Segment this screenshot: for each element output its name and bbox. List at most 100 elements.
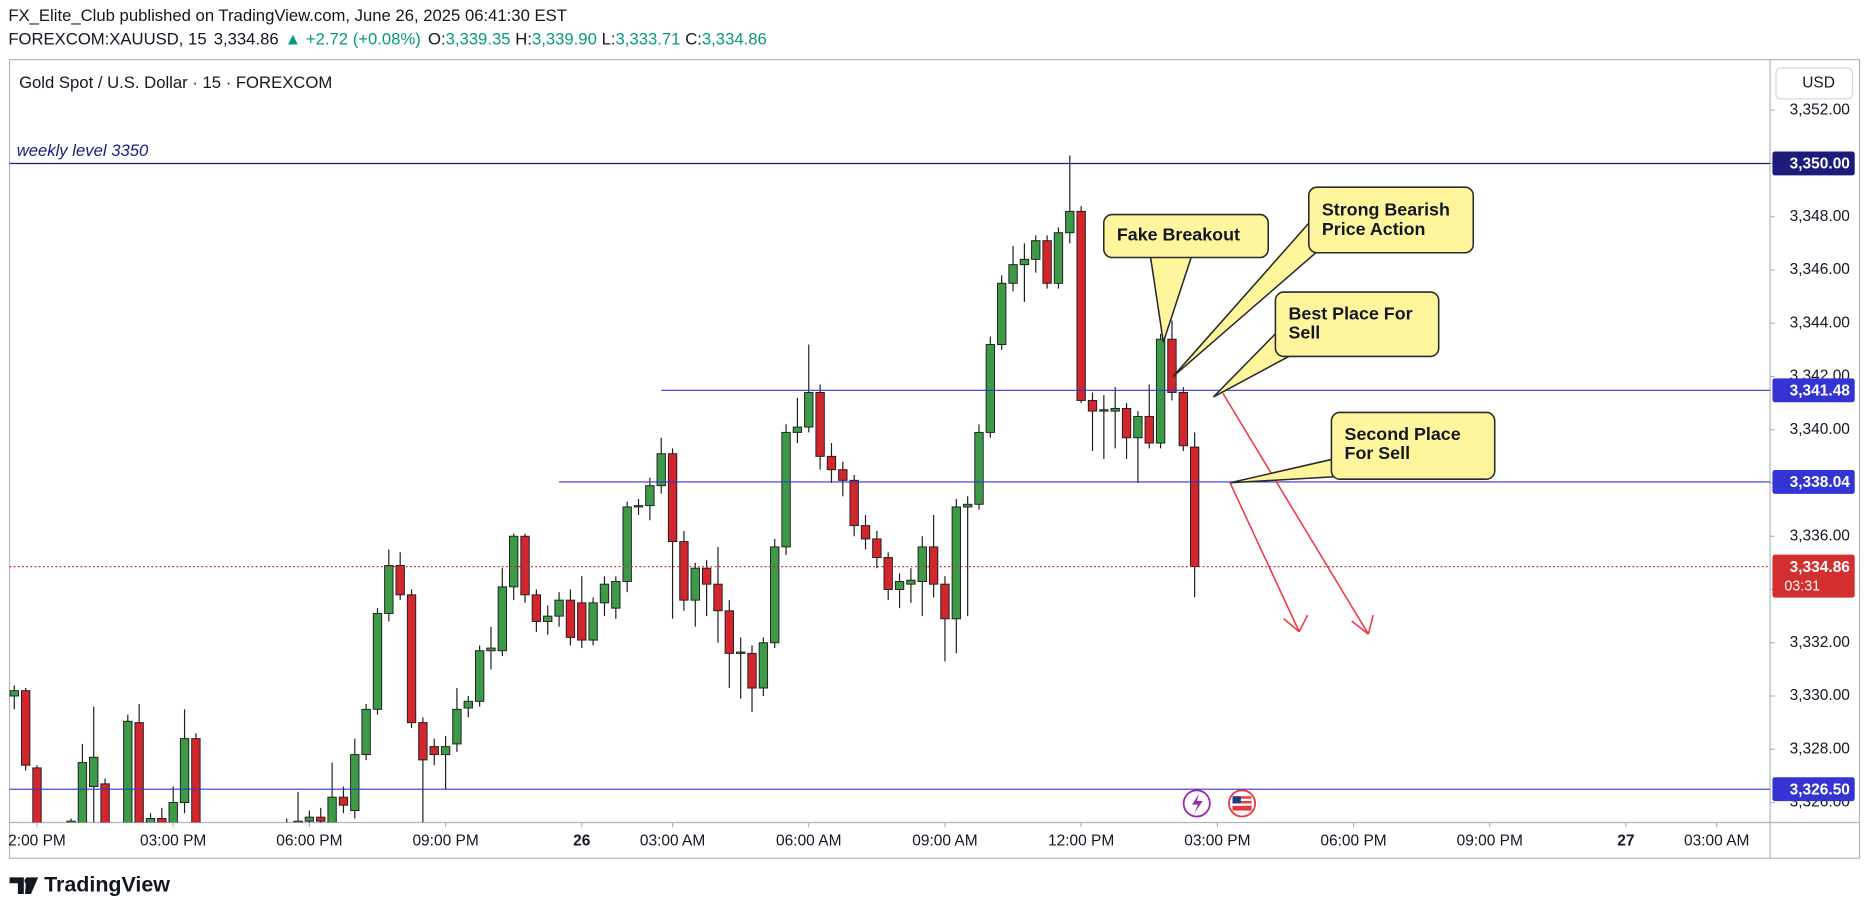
candle-body <box>985 344 996 433</box>
candle-body <box>611 581 621 609</box>
x-tick-label: 03:00 AM <box>640 833 705 850</box>
level-name: weekly level 3350 <box>17 141 149 160</box>
candle-body <box>1019 258 1030 266</box>
publish-info: FX_Elite_Club published on TradingView.c… <box>8 6 567 25</box>
candle-body <box>372 612 383 710</box>
ohlc-value: 3,339.35 <box>446 30 511 49</box>
callout-box <box>1330 411 1496 480</box>
candle-body <box>1144 415 1154 444</box>
candle-body <box>418 722 428 761</box>
candle-body <box>1167 338 1177 393</box>
callout-text: Sell <box>1289 322 1321 342</box>
candle-body <box>1189 446 1200 568</box>
chart-frame <box>8 59 1861 859</box>
arrow <box>1229 482 1309 633</box>
change: +2.72 (+0.08%) <box>306 30 421 49</box>
x-tick-label: 2:00 PM <box>8 833 66 850</box>
price-tag <box>1772 378 1855 403</box>
ohlc-key: H: <box>515 30 532 49</box>
x-tick-label: 09:00 PM <box>1457 833 1523 850</box>
flag-stripe <box>1232 798 1252 802</box>
y-tick-label: 3,332.00 <box>1790 634 1850 651</box>
ohlc-value: 3,334.86 <box>702 30 767 49</box>
up-icon: ▲ <box>285 30 302 49</box>
x-tick-label: 06:00 AM <box>776 833 841 850</box>
candle-body <box>713 583 723 612</box>
ohlc-key: L: <box>602 30 616 49</box>
sell-arrows <box>1222 392 1374 635</box>
candle-body <box>350 754 360 811</box>
event-icons[interactable] <box>1182 789 1257 818</box>
y-tick-label: 3,340.00 <box>1790 421 1850 438</box>
candle-body <box>1008 264 1018 284</box>
candle-body <box>463 700 473 709</box>
candle-body <box>440 746 451 756</box>
y-tick-label: 3,336.00 <box>1790 527 1850 544</box>
callout-text: Fake Breakout <box>1117 225 1240 245</box>
last-price-label: 3,334.86 <box>1790 559 1851 576</box>
candle-body <box>815 391 825 457</box>
candle-body <box>474 650 485 702</box>
candle-body <box>486 647 496 652</box>
candle-body <box>928 546 939 585</box>
candle-body <box>792 426 803 433</box>
candle-body <box>577 602 587 641</box>
y-tick-label: 3,328.00 <box>1790 740 1850 757</box>
callout-text: Strong Bearish <box>1322 200 1450 220</box>
candle-body <box>633 505 644 508</box>
brand-dot <box>24 877 31 884</box>
price-tag-label: 3,350.00 <box>1790 156 1850 173</box>
candle-body <box>89 756 99 788</box>
candle-body <box>452 708 462 745</box>
symbol-line: FOREXCOM:XAUUSD, 15 3,334.86 ▲ +2.72 (+0.08… <box>8 30 766 49</box>
candle-body <box>1110 407 1120 412</box>
candle-body <box>1065 210 1075 234</box>
candle-body <box>134 722 144 823</box>
x-tick-label: 03:00 PM <box>140 833 206 850</box>
ohlc-key: C: <box>685 30 702 49</box>
candle-body <box>384 565 394 614</box>
price-tag <box>1772 151 1855 176</box>
candle-body <box>123 720 133 823</box>
candle-body <box>361 708 371 756</box>
candle-body <box>917 546 927 582</box>
arrow <box>1222 392 1374 635</box>
chart-title: Gold Spot / U.S. Dollar · 15 · FOREXCOM <box>19 73 332 92</box>
price-tag-label: 3,341.48 <box>1790 383 1851 400</box>
callout-box <box>1102 213 1270 259</box>
ohlc-key: O: <box>428 30 446 49</box>
candle-body <box>1042 240 1052 284</box>
candle-body <box>157 818 167 823</box>
x-tick-label: 27 <box>1617 833 1634 850</box>
brand: TradingView <box>9 872 170 896</box>
candle-body <box>724 610 734 654</box>
price-tag <box>1772 470 1855 494</box>
candle-body <box>520 535 530 596</box>
last-price-tag <box>1772 554 1855 598</box>
x-tick-label: 03:00 AM <box>1684 833 1749 850</box>
candle-body <box>747 652 757 689</box>
price-tag-label: 3,326.50 <box>1790 781 1850 798</box>
callout-box <box>1308 186 1475 254</box>
candle-body <box>758 642 769 689</box>
candle-body <box>849 479 859 527</box>
callout-text: Second Place <box>1345 424 1461 444</box>
x-tick-label: 12:00 PM <box>1048 833 1114 850</box>
currency-box[interactable] <box>1775 67 1853 100</box>
candle-body <box>770 546 780 644</box>
candle-body <box>395 565 405 596</box>
candle-body <box>338 796 349 806</box>
candle-body <box>656 453 666 487</box>
candle-body <box>690 567 700 601</box>
candle-body <box>20 690 31 766</box>
countdown: 03:31 <box>1784 579 1820 595</box>
candle-body <box>667 453 678 543</box>
candle-body <box>316 816 326 822</box>
x-tick-label: 26 <box>573 833 591 850</box>
candle-body <box>679 541 689 601</box>
candle-body <box>531 594 542 622</box>
candle-body <box>883 557 893 590</box>
candle-body <box>838 469 848 481</box>
candle-body <box>860 525 871 540</box>
